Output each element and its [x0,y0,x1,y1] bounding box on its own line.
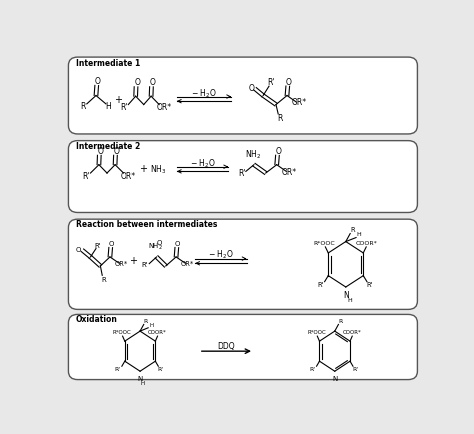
Text: R': R' [267,78,275,87]
Text: OR*: OR* [121,172,136,181]
Text: Intermediate 1: Intermediate 1 [76,59,140,68]
Text: +: + [114,95,122,105]
Text: COOR*: COOR* [148,330,167,335]
Text: O: O [95,77,101,86]
Text: OR*: OR* [157,103,172,112]
Text: O: O [109,240,114,247]
Text: COOR*: COOR* [343,330,362,335]
Text: R': R' [114,367,120,372]
Text: +: + [129,256,137,266]
Text: NH$_2$: NH$_2$ [148,242,164,252]
Text: R': R' [94,243,101,249]
Text: R: R [81,102,86,111]
Text: R: R [102,277,107,283]
Text: R': R' [141,262,148,268]
Text: Reaction between intermediates: Reaction between intermediates [76,220,217,229]
Text: OR*: OR* [181,260,194,266]
Text: R: R [144,319,148,324]
Text: O: O [134,78,140,87]
Text: OR*: OR* [114,260,128,266]
Text: R*OOC: R*OOC [307,330,326,335]
Text: Oxidation: Oxidation [76,315,118,324]
Text: R: R [277,114,283,123]
Text: $-$ H$_2$O: $-$ H$_2$O [190,158,215,170]
Text: O: O [175,240,180,247]
Text: OR*: OR* [282,168,297,177]
Text: H: H [105,102,111,111]
FancyBboxPatch shape [68,57,418,134]
Text: COOR*: COOR* [356,241,377,246]
Text: O: O [285,78,292,87]
Text: R: R [338,319,343,324]
Text: R': R' [317,282,323,288]
Text: DDQ: DDQ [218,342,235,351]
FancyBboxPatch shape [68,141,418,213]
FancyBboxPatch shape [68,314,418,380]
Text: H: H [347,298,352,303]
Text: R': R' [157,367,164,372]
Text: R': R' [82,172,90,181]
Text: O: O [275,147,281,156]
Text: $-$ H$_2$O: $-$ H$_2$O [191,87,217,100]
Text: R*OOC: R*OOC [314,241,336,246]
Text: O: O [248,84,255,93]
FancyBboxPatch shape [68,219,418,309]
Text: H: H [356,232,361,237]
Text: O: O [114,147,119,156]
Text: N: N [343,291,349,300]
Text: R': R' [309,367,315,372]
Text: R': R' [120,103,128,112]
Text: R: R [350,227,355,233]
Text: NH$_2$: NH$_2$ [245,148,261,161]
Text: N: N [332,376,337,382]
Text: +: + [139,164,147,174]
Text: H: H [149,322,153,328]
Text: OR*: OR* [292,99,307,107]
Text: Intermediate 2: Intermediate 2 [76,142,140,151]
Text: H: H [141,381,145,386]
Text: O: O [76,247,81,253]
Text: $-$ H$_2$O: $-$ H$_2$O [208,249,234,261]
Text: O: O [150,78,155,87]
Text: NH$_3$: NH$_3$ [150,163,166,176]
Text: O: O [157,240,162,246]
Text: N: N [137,376,143,382]
Text: R': R' [238,168,246,178]
Text: R*OOC: R*OOC [112,330,131,335]
Text: R': R' [366,282,373,288]
Text: O: O [98,147,103,156]
Text: R': R' [352,367,358,372]
